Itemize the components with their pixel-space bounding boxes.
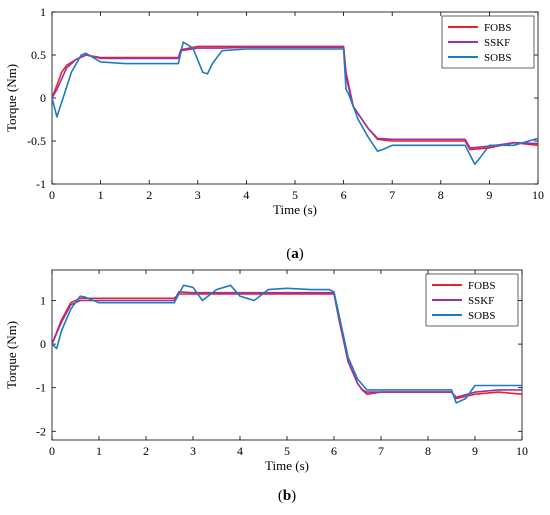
x-tick-label: 1 [96, 444, 102, 458]
series-line-sobs [52, 41, 538, 165]
panel-caption: (b) [278, 488, 296, 504]
chart-panel-a: 0 1 2 3 4 5 6 7 8 9 10 -1 -0.5 0 0.5 1 FOBS SSKF SOBS Time … [4, 5, 544, 262]
x-axis-label: Time (s) [265, 458, 309, 473]
x-tick-label: 9 [472, 444, 478, 458]
y-tick-label: 0.5 [31, 48, 46, 62]
x-tick-label: 8 [438, 188, 444, 202]
legend-label-sskf: SSKF [484, 37, 510, 49]
x-tick-label: 6 [331, 444, 337, 458]
y-tick-label: -0.5 [27, 134, 46, 148]
legend-label-sobs: SOBS [468, 310, 496, 322]
x-tick-label: 7 [389, 188, 395, 202]
y-tick-label: 1 [40, 294, 46, 308]
x-tick-label: 2 [146, 188, 152, 202]
x-tick-label: 0 [49, 188, 55, 202]
x-tick-label: 10 [532, 188, 544, 202]
x-tick-label: 6 [341, 188, 347, 202]
y-tick-label: -2 [36, 424, 46, 438]
y-tick-label: 0 [40, 337, 46, 351]
y-tick-label: -1 [36, 177, 46, 191]
x-tick-label: 2 [143, 444, 149, 458]
x-tick-label: 0 [49, 444, 55, 458]
chart-panel-b: 0 1 2 3 4 5 6 7 8 9 10 -2 -1 0 1 FOBS SSKF SOBS Time (s) To… [4, 269, 528, 504]
y-axis-label: Torque (Nm) [4, 321, 19, 389]
x-tick-label: 8 [425, 444, 431, 458]
y-tick-label: 1 [40, 5, 46, 19]
series-line-sskf [52, 290, 522, 399]
x-tick-label: 4 [243, 188, 249, 202]
x-tick-label: 3 [190, 444, 196, 458]
x-tick-label: 7 [378, 444, 384, 458]
legend: FOBS SSKF SOBS [425, 273, 519, 327]
legend-label-fobs: FOBS [484, 22, 512, 34]
legend: FOBS SSKF SOBS [441, 15, 535, 69]
panel-caption-letter: a [291, 246, 299, 262]
y-tick-label: -1 [36, 381, 46, 395]
x-tick-label: 10 [516, 444, 528, 458]
x-tick-label: 4 [237, 444, 243, 458]
panel-caption-letter: b [283, 488, 291, 504]
legend-label-sskf: SSKF [468, 295, 494, 307]
x-tick-label: 3 [195, 188, 201, 202]
series-line-sobs [52, 284, 522, 404]
x-tick-label: 5 [284, 444, 290, 458]
y-tick-label: 0 [40, 91, 46, 105]
y-axis-label: Torque (Nm) [4, 64, 19, 132]
x-tick-label: 1 [98, 188, 104, 202]
x-axis-label: Time (s) [273, 202, 317, 217]
legend-label-fobs: FOBS [468, 280, 496, 292]
x-tick-label: 5 [292, 188, 298, 202]
panel-caption: (a) [286, 246, 304, 262]
legend-label-sobs: SOBS [484, 52, 512, 64]
x-tick-label: 9 [486, 188, 492, 202]
